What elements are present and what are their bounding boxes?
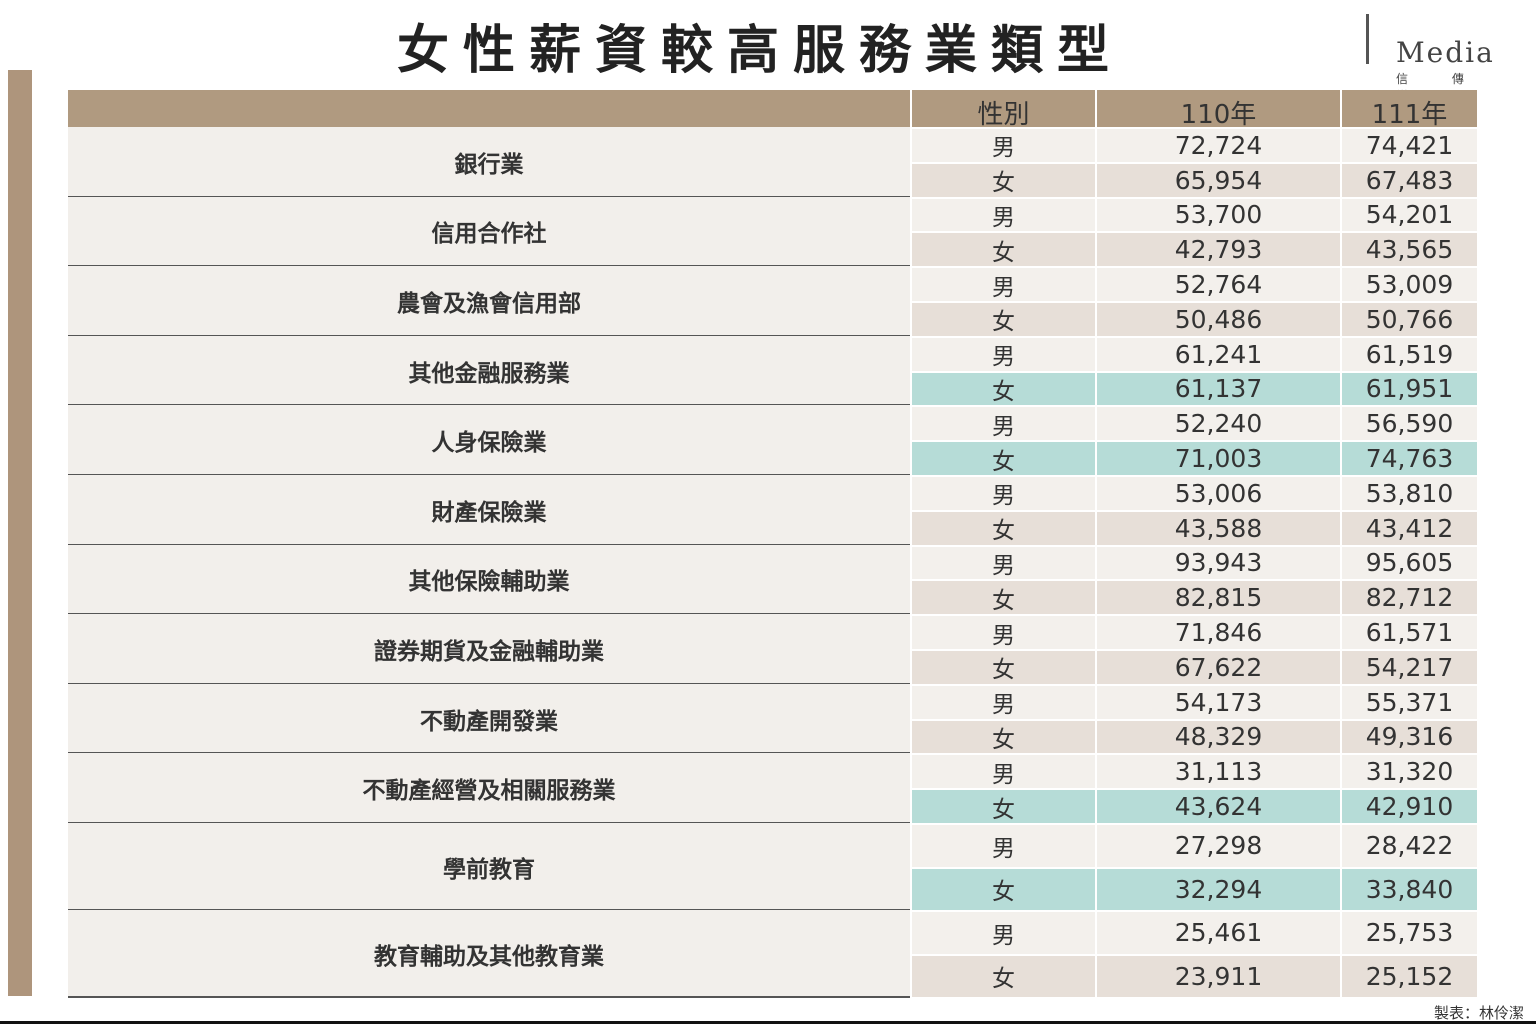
- industry-cell: 人身保險業: [68, 405, 910, 475]
- value-cell: 43,565: [1340, 231, 1477, 267]
- gender-cell: 女: [910, 370, 1095, 406]
- value-cell: 33,840: [1340, 866, 1477, 910]
- industry-cell: 教育輔助及其他教育業: [68, 910, 910, 997]
- gender-cell: 女: [910, 866, 1095, 910]
- value-cell: 25,461: [1095, 910, 1340, 954]
- side-bar: [8, 70, 32, 996]
- value-cell: 50,766: [1340, 301, 1477, 336]
- value-cell: 67,622: [1095, 649, 1340, 684]
- industry-cell: 其他金融服務業: [68, 335, 910, 406]
- industry-cell: 不動產開發業: [68, 683, 910, 754]
- value-cell: 52,240: [1095, 405, 1340, 441]
- value-cell: 52,764: [1095, 266, 1340, 301]
- gender-cell: 男: [910, 753, 1095, 789]
- value-cell: 42,910: [1340, 788, 1477, 823]
- value-cell: 61,951: [1340, 370, 1477, 406]
- column-header: 111年: [1340, 90, 1477, 130]
- industry-cell: 銀行業: [68, 127, 910, 197]
- value-cell: 54,201: [1340, 196, 1477, 232]
- credit: 製表：林伶潔: [1433, 1004, 1524, 1022]
- value-cell: 23,911: [1095, 953, 1340, 997]
- value-cell: 61,519: [1340, 335, 1477, 371]
- value-cell: 71,003: [1095, 440, 1340, 475]
- gender-cell: 男: [910, 196, 1095, 232]
- gender-cell: 女: [910, 509, 1095, 545]
- value-cell: 43,412: [1340, 509, 1477, 545]
- value-cell: 74,421: [1340, 127, 1477, 162]
- value-cell: 42,793: [1095, 231, 1340, 267]
- gender-cell: 女: [910, 953, 1095, 997]
- bottom-rule: [0, 1021, 1536, 1024]
- group-rule: [68, 996, 910, 998]
- value-cell: 55,371: [1340, 683, 1477, 719]
- gender-cell: 男: [910, 910, 1095, 954]
- logo-mark: [1366, 14, 1369, 64]
- value-cell: 48,329: [1095, 718, 1340, 754]
- gender-cell: 女: [910, 788, 1095, 823]
- gender-cell: 女: [910, 231, 1095, 267]
- industry-cell: 農會及漁會信用部: [68, 266, 910, 336]
- value-cell: 32,294: [1095, 866, 1340, 910]
- value-cell: 49,316: [1340, 718, 1477, 754]
- industry-cell: 不動產經營及相關服務業: [68, 753, 910, 823]
- gender-cell: 女: [910, 579, 1095, 615]
- value-cell: 71,846: [1095, 614, 1340, 649]
- value-cell: 61,571: [1340, 614, 1477, 649]
- value-cell: 50,486: [1095, 301, 1340, 336]
- value-cell: 31,320: [1340, 753, 1477, 789]
- value-cell: 54,217: [1340, 649, 1477, 684]
- gender-cell: 男: [910, 683, 1095, 719]
- value-cell: 25,753: [1340, 910, 1477, 954]
- value-cell: 82,815: [1095, 579, 1340, 615]
- column-header: 性別: [910, 90, 1095, 130]
- value-cell: 43,624: [1095, 788, 1340, 823]
- gender-cell: 男: [910, 405, 1095, 441]
- gender-cell: 女: [910, 718, 1095, 754]
- column-header: 110年: [1095, 90, 1340, 130]
- industry-cell: 財產保險業: [68, 475, 910, 545]
- value-cell: 31,113: [1095, 753, 1340, 789]
- industry-cell: 信用合作社: [68, 196, 910, 267]
- gender-cell: 男: [910, 823, 1095, 867]
- gender-cell: 女: [910, 161, 1095, 197]
- value-cell: 74,763: [1340, 440, 1477, 475]
- gender-cell: 男: [910, 335, 1095, 371]
- value-cell: 61,137: [1095, 370, 1340, 406]
- gender-cell: 男: [910, 266, 1095, 301]
- value-cell: 56,590: [1340, 405, 1477, 441]
- industry-cell: 學前教育: [68, 823, 910, 910]
- value-cell: 53,006: [1095, 475, 1340, 510]
- value-cell: 53,700: [1095, 196, 1340, 232]
- value-cell: 28,422: [1340, 823, 1477, 867]
- value-cell: 65,954: [1095, 161, 1340, 197]
- logo: Media 信 傳 媒: [1366, 8, 1526, 103]
- value-cell: 82,712: [1340, 579, 1477, 615]
- gender-cell: 男: [910, 544, 1095, 580]
- value-cell: 93,943: [1095, 544, 1340, 580]
- gender-cell: 女: [910, 440, 1095, 475]
- gender-cell: 男: [910, 475, 1095, 510]
- gender-cell: 女: [910, 301, 1095, 336]
- logo-text: Media: [1396, 36, 1495, 69]
- title: 女性薪資較高服務業類型: [396, 21, 1123, 81]
- value-cell: 27,298: [1095, 823, 1340, 867]
- value-cell: 53,810: [1340, 475, 1477, 510]
- value-cell: 53,009: [1340, 266, 1477, 301]
- header-row: [68, 90, 1477, 127]
- value-cell: 67,483: [1340, 161, 1477, 197]
- value-cell: 61,241: [1095, 335, 1340, 371]
- gender-cell: 男: [910, 127, 1095, 162]
- value-cell: 25,152: [1340, 953, 1477, 997]
- value-cell: 72,724: [1095, 127, 1340, 162]
- value-cell: 43,588: [1095, 509, 1340, 545]
- industry-cell: 其他保險輔助業: [68, 544, 910, 615]
- gender-cell: 女: [910, 649, 1095, 684]
- gender-cell: 男: [910, 614, 1095, 649]
- value-cell: 95,605: [1340, 544, 1477, 580]
- industry-cell: 證券期貨及金融輔助業: [68, 614, 910, 684]
- value-cell: 54,173: [1095, 683, 1340, 719]
